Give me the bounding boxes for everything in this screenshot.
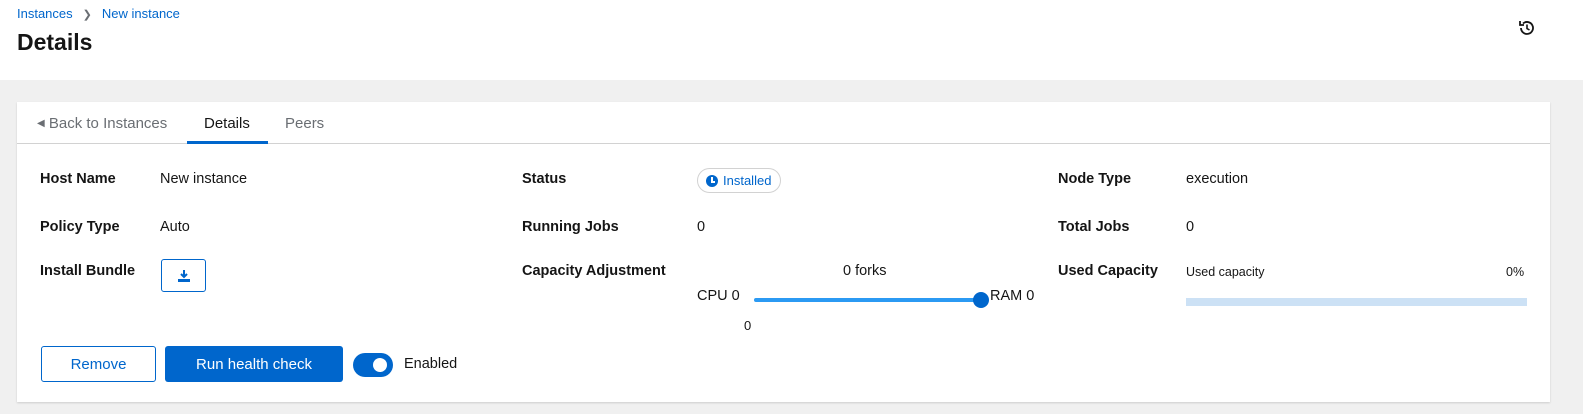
node-type-value: execution (1186, 171, 1249, 187)
slider-min-label: CPU 0 (697, 288, 740, 304)
remove-button[interactable]: Remove (41, 346, 156, 382)
used-capacity-percent: 0% (1506, 265, 1525, 279)
tab-back-to-instances[interactable]: ◀ Back to Instances (37, 115, 167, 132)
total-jobs-label: Total Jobs (1058, 219, 1130, 235)
breadcrumb: Instances ❯ New instance (17, 6, 180, 21)
host-name-value: New instance (160, 171, 248, 187)
capacity-slider-value: 0 (744, 318, 752, 333)
page-title: Details (17, 29, 93, 55)
used-capacity-label: Used Capacity (1058, 263, 1158, 279)
tab-details[interactable]: Details (204, 115, 250, 132)
running-jobs-label: Running Jobs (522, 219, 619, 235)
capacity-slider-track[interactable] (754, 298, 981, 302)
run-health-check-button[interactable]: Run health check (165, 346, 343, 382)
used-capacity-progress-bar (1186, 298, 1527, 306)
tab-peers[interactable]: Peers (285, 115, 325, 132)
total-jobs-value: 0 (1186, 219, 1195, 235)
host-name-label: Host Name (40, 171, 116, 187)
caret-left-icon: ◀ (37, 118, 45, 129)
clock-icon (706, 174, 718, 187)
tab-label: Back to Instances (48, 115, 168, 132)
breadcrumb-new-instance[interactable]: New instance (101, 6, 180, 21)
status-badge: Installed (697, 168, 782, 193)
forks-value: 0 forks (843, 263, 887, 279)
breadcrumb-instances[interactable]: Instances (17, 6, 73, 21)
running-jobs-value: 0 (697, 219, 706, 235)
capacity-adjustment-label: Capacity Adjustment (522, 263, 666, 279)
status-label: Status (522, 171, 567, 187)
capacity-slider-thumb[interactable] (973, 292, 989, 308)
status-text: Installed (723, 173, 772, 188)
used-capacity-bar-label: Used capacity (1186, 265, 1265, 279)
slider-max-label: RAM 0 (990, 288, 1035, 304)
policy-type-label: Policy Type (40, 219, 120, 235)
tab-bar: ◀ Back to Instances Details Peers (17, 102, 1550, 144)
node-type-label: Node Type (1058, 171, 1132, 187)
page-header: Instances ❯ New instance Details (0, 0, 1583, 80)
download-icon (177, 269, 190, 282)
toggle-knob (373, 358, 387, 372)
policy-type-value: Auto (160, 219, 190, 235)
history-icon[interactable] (1517, 18, 1537, 38)
enabled-toggle[interactable] (353, 353, 393, 377)
enabled-toggle-label: Enabled (404, 356, 458, 372)
active-tab-indicator (187, 141, 268, 144)
instance-details-card: ◀ Back to Instances Details Peers Host N… (17, 102, 1550, 402)
breadcrumb-separator-icon: ❯ (82, 9, 92, 21)
install-bundle-download-button[interactable] (161, 259, 206, 292)
install-bundle-label: Install Bundle (40, 263, 136, 279)
